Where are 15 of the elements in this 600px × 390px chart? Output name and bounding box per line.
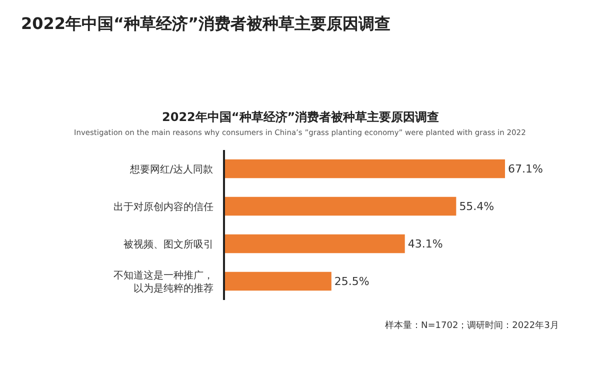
data-label: 43.1% bbox=[408, 237, 443, 250]
text: 样本量：N=1702；调研时间：2022年3月 bbox=[385, 320, 559, 331]
chart-title: 2022年中国“种草经济”消费者被种草主要原因调查 bbox=[162, 110, 440, 124]
y-tick-label: 想要网红/达人同款 bbox=[128, 163, 214, 176]
data-label: 25.5% bbox=[334, 274, 370, 288]
y-tick-label: 出于对原创内容的信任 bbox=[113, 200, 214, 213]
bar bbox=[225, 196, 456, 216]
bar bbox=[225, 159, 505, 178]
chart-subtitle: 2022年中国“种草经济”消费者被种草主要原因调查 bbox=[21, 14, 391, 33]
y-tick-label: 被视频、图文所吸引 bbox=[123, 238, 214, 250]
y-tick-label: 不知道这是一种推广，以为是纯粹的推荐 bbox=[113, 269, 214, 294]
bar bbox=[225, 234, 405, 254]
data-label: 67.1% bbox=[508, 162, 543, 176]
bar bbox=[225, 272, 332, 291]
data-label: 55.4% bbox=[459, 200, 494, 213]
